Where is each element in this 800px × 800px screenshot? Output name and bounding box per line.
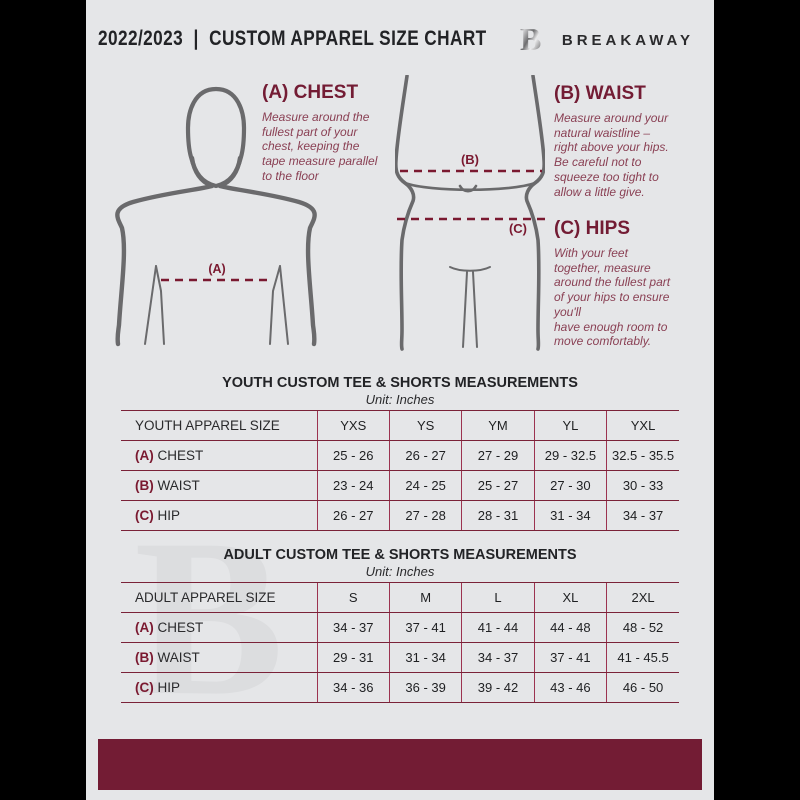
svg-text:(B): (B) <box>461 152 479 167</box>
svg-text:(A): (A) <box>208 262 225 276</box>
svg-text:B: B <box>520 23 541 57</box>
svg-text:(C): (C) <box>509 221 527 236</box>
